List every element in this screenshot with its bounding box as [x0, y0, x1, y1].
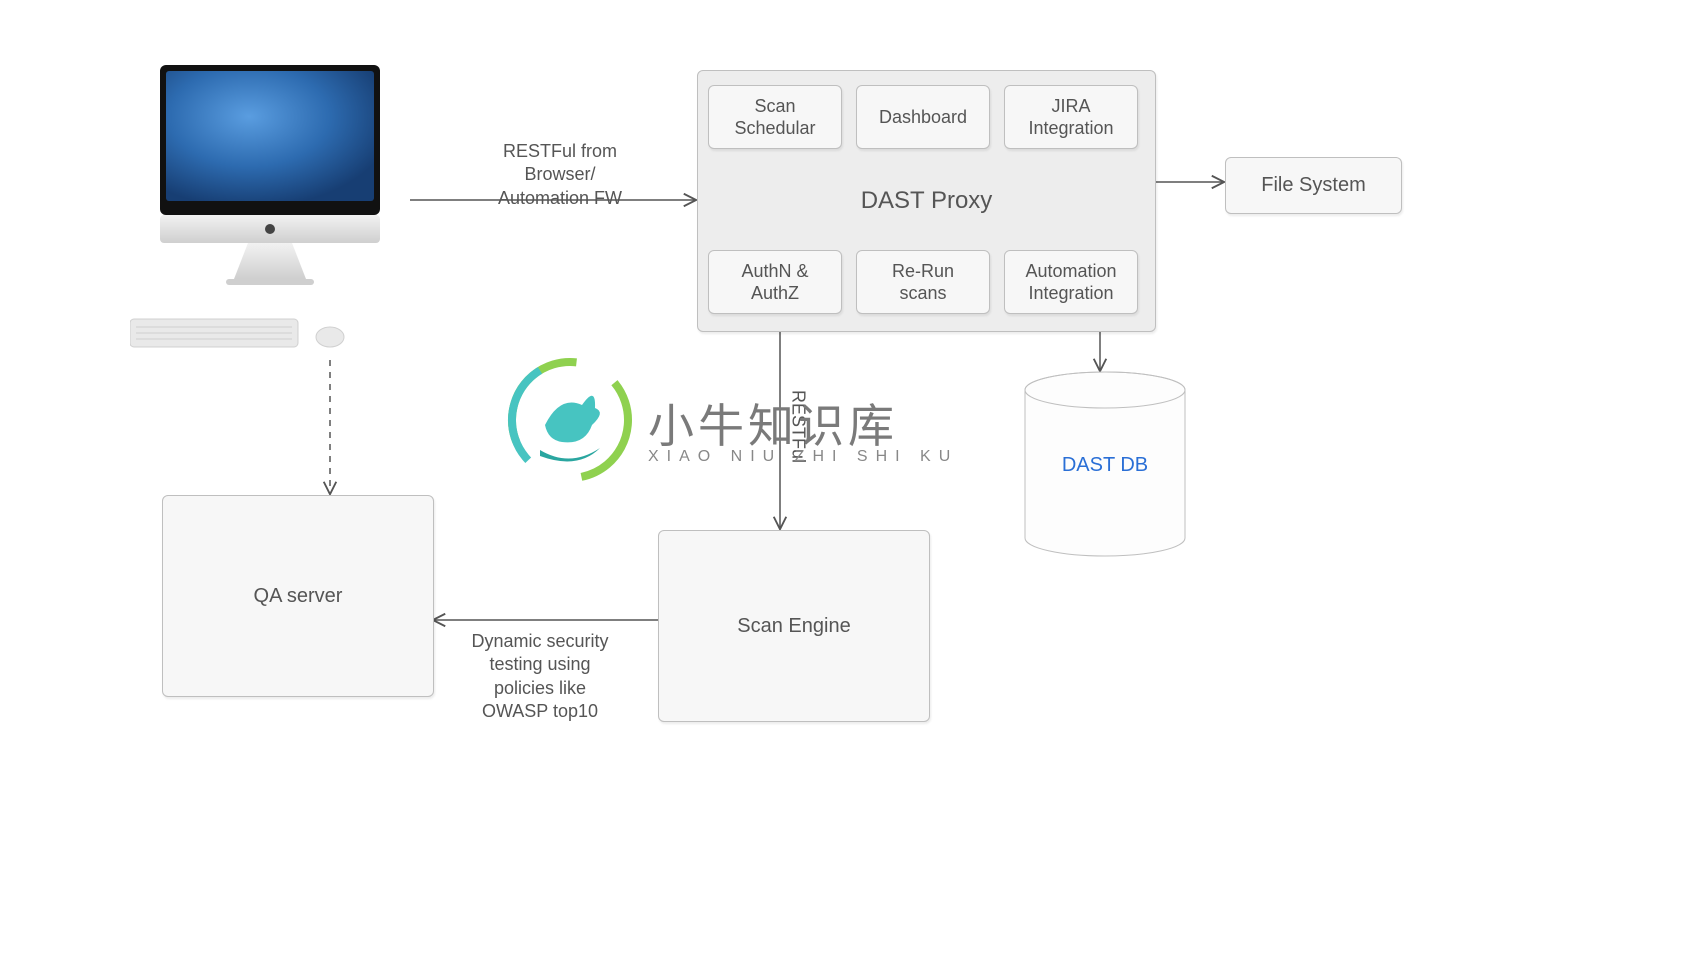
authn-authz-box: AuthN & AuthZ [708, 250, 842, 314]
file-system-box: File System [1225, 157, 1402, 214]
qa-server-box: QA server [162, 495, 434, 697]
client-computer-icon [130, 65, 410, 365]
dast-db-cylinder: DAST DB [1020, 370, 1190, 560]
edge-label-dynamic-security: Dynamic security testing using policies … [440, 630, 640, 724]
jira-integration-label: JIRA Integration [1028, 95, 1113, 140]
dashboard-box: Dashboard [856, 85, 990, 149]
automation-integration-label: Automation Integration [1025, 260, 1116, 305]
watermark-chinese: 小牛知识库 [648, 390, 898, 456]
jira-integration-box: JIRA Integration [1004, 85, 1138, 149]
edge-label-restful-browser: RESTFul from Browser/ Automation FW [470, 140, 650, 210]
rerun-scans-box: Re-Run scans [856, 250, 990, 314]
automation-integration-box: Automation Integration [1004, 250, 1138, 314]
authn-authz-label: AuthN & AuthZ [741, 260, 808, 305]
file-system-label: File System [1261, 173, 1365, 198]
scan-engine-box: Scan Engine [658, 530, 930, 722]
dast-proxy-label: DAST Proxy [861, 186, 993, 216]
scan-engine-label: Scan Engine [737, 614, 850, 639]
scan-scheduler-label: Scan Schedular [734, 95, 815, 140]
dast-db-label: DAST DB [1062, 454, 1148, 477]
qa-server-label: QA server [254, 584, 343, 609]
watermark-pinyin: XIAO NIU ZHI SHI KU [648, 448, 958, 466]
scan-scheduler-box: Scan Schedular [708, 85, 842, 149]
dashboard-label: Dashboard [879, 106, 967, 129]
watermark-logo-icon [500, 350, 640, 490]
rerun-scans-label: Re-Run scans [892, 260, 954, 305]
